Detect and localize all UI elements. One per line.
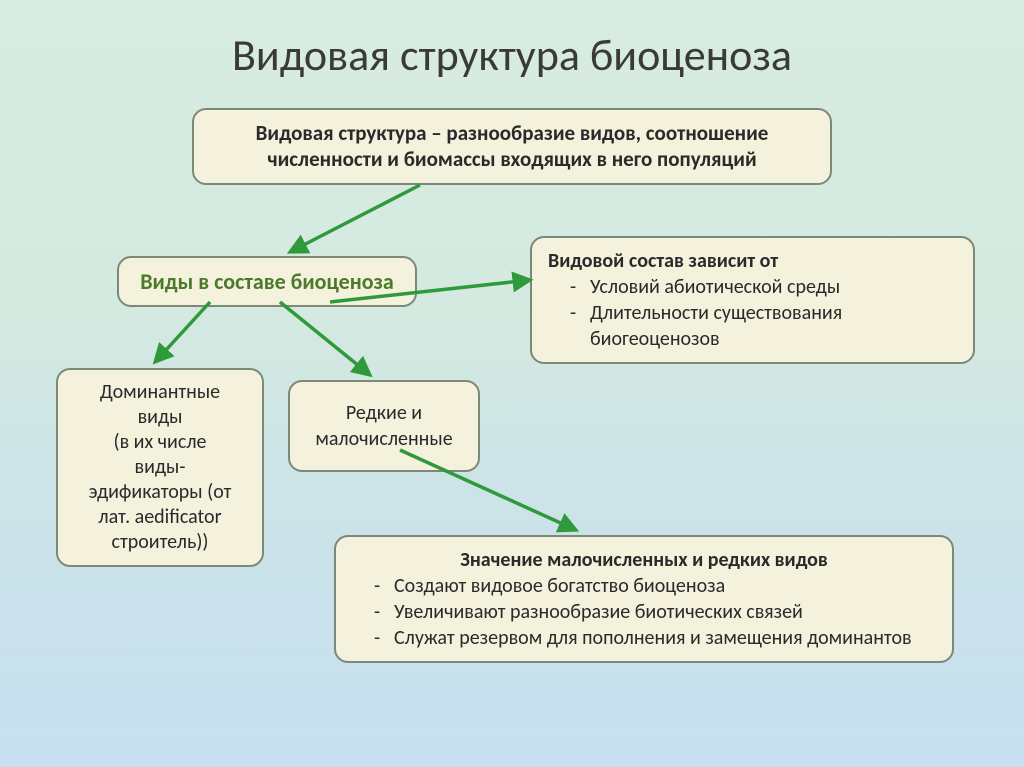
dominant-line: лат. aedificator <box>74 505 246 530</box>
significance-item: Создают видовое богатство биоценоза <box>374 573 936 599</box>
arrow <box>280 302 370 375</box>
significance-title: Значение малочисленных и редких видов <box>352 547 936 573</box>
dominant-line: (в их числе <box>74 430 246 455</box>
rare-line: Редкие и <box>306 400 462 426</box>
significance-list: Создают видовое богатство биоценозаУвели… <box>352 573 936 651</box>
significance-box: Значение малочисленных и редких видов Со… <box>334 535 954 663</box>
dominant-box: Доминантныевиды(в их числевиды-эдификато… <box>56 368 264 567</box>
depends-item: Условий абиотической среды <box>570 274 957 300</box>
definition-box: Видовая структура – разнообразие видов, … <box>192 108 832 185</box>
definition-bold: Видовая структура <box>256 120 427 146</box>
arrow <box>290 185 420 252</box>
arrow <box>155 302 210 362</box>
dominant-line: Доминантные <box>74 380 246 405</box>
depends-box: Видовой состав зависит от Условий абиоти… <box>530 236 975 364</box>
significance-item: Увеличивают разнообразие биотических свя… <box>374 599 936 625</box>
dominant-line: эдификаторы (от <box>74 480 246 505</box>
depends-list: Условий абиотической средыДлительности с… <box>548 274 957 352</box>
significance-item: Служат резервом для пополнения и замещен… <box>374 625 936 651</box>
rare-line: малочисленные <box>306 426 462 452</box>
dominant-line: строитель)) <box>74 530 246 555</box>
depends-item: Длительности существования биогеоценозов <box>570 300 957 352</box>
slide-title: Видовая структура биоценоза <box>0 28 1024 82</box>
types-text: Виды в составе биоценоза <box>140 268 394 295</box>
dominant-line: виды- <box>74 455 246 480</box>
dominant-line: виды <box>74 405 246 430</box>
types-box: Виды в составе биоценоза <box>117 256 417 307</box>
depends-title: Видовой состав зависит от <box>548 248 957 274</box>
rare-box: Редкие ималочисленные <box>288 380 480 472</box>
